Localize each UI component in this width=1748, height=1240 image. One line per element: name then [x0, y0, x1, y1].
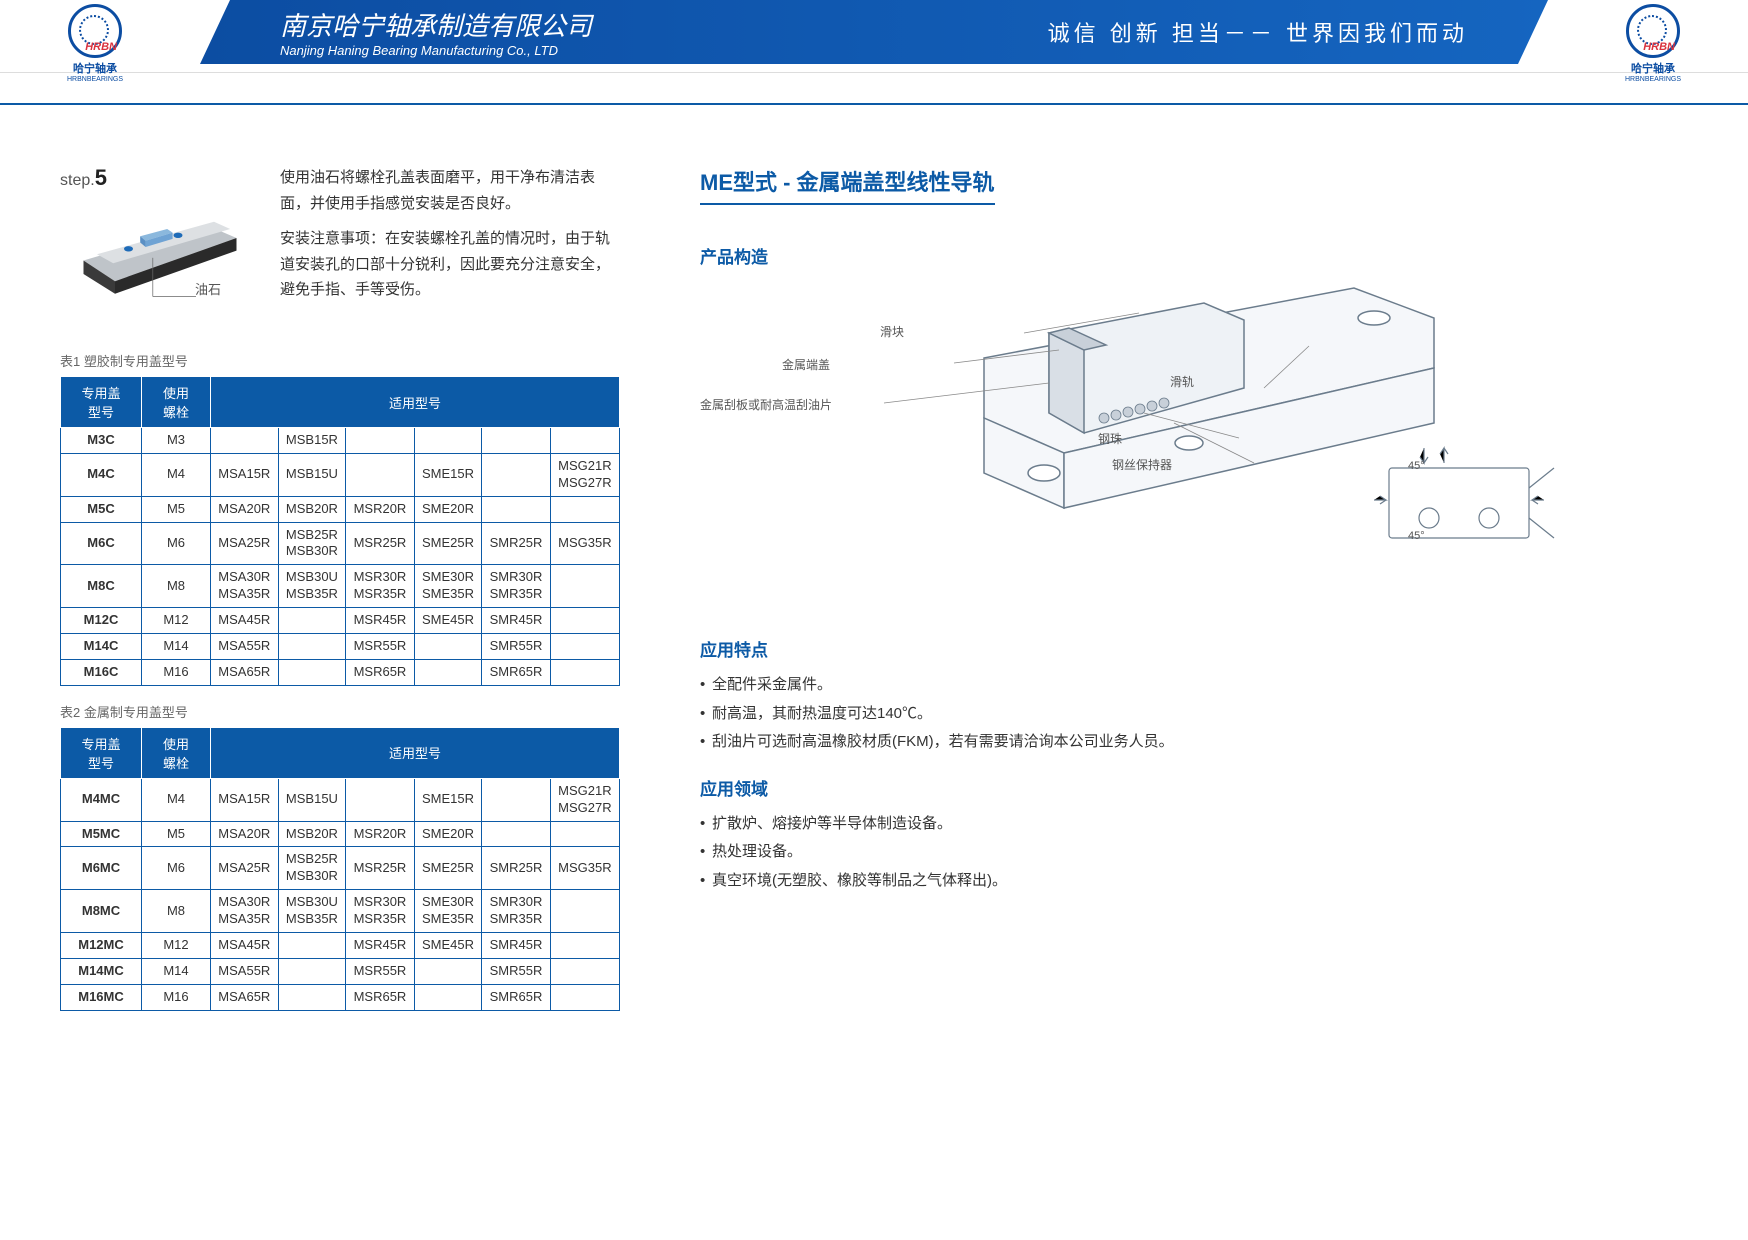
logo-left: HRBN 哈宁轴承HRBNBEARINGS	[40, 4, 150, 83]
table-row: M4MCM4MSA15RMSB15USME15RMSG21R MSG27R	[61, 778, 620, 821]
left-column: step.5 油石 使用油石将螺栓孔盖表面磨平	[60, 165, 620, 1011]
bullet-item: 刮油片可选耐高温橡胶材质(FKM)，若有需要请洽询本公司业务人员。	[700, 728, 1688, 757]
right-column: ME型式 - 金属端盖型线性导轨 产品构造	[700, 165, 1688, 1011]
bullet-item: 耐高温，其耐热温度可达140℃。	[700, 700, 1688, 729]
header-bar: 南京哈宁轴承制造有限公司 Nanjing Haning Bearing Manu…	[200, 0, 1548, 64]
bullet-item: 全配件采金属件。	[700, 671, 1688, 700]
table2: 专用盖 型号 使用 螺栓 适用型号 M4MCM4MSA15RMSB15USME1…	[60, 727, 620, 1011]
table-row: M16MCM16MSA65RMSR65RSMR65R	[61, 984, 620, 1010]
company-name-cn: 南京哈宁轴承制造有限公司	[280, 6, 592, 43]
table-row: M4CM4MSA15RMSB15USME15RMSG21R MSG27R	[61, 453, 620, 496]
step-text: 使用油石将螺栓孔盖表面磨平，用干净布清洁表面，并使用手指感觉安装是否良好。 安装…	[280, 165, 620, 321]
company-name-en: Nanjing Haning Bearing Manufacturing Co.…	[280, 43, 592, 58]
bullet-item: 真空环境(无塑胶、橡胶等制品之气体释出)。	[700, 867, 1688, 896]
table-row: M8MCM8MSA30R MSA35RMSB30U MSB35RMSR30R M…	[61, 890, 620, 933]
table-row: M12MCM12MSA45RMSR45RSME45RSMR45R	[61, 933, 620, 959]
table1: 专用盖 型号 使用 螺栓 适用型号 M3CM3MSB15RM4CM4MSA15R…	[60, 376, 620, 686]
slogan: 诚信 创新 担当－－ 世界因我们而动	[1048, 16, 1468, 48]
table-row: M8CM8MSA30R MSA35RMSB30U MSB35RMSR30R MS…	[61, 565, 620, 608]
logo-right: HRBN 哈宁轴承HRBNBEARINGS	[1598, 4, 1708, 83]
bullet-item: 扩散炉、熔接炉等半导体制造设备。	[700, 810, 1688, 839]
table-row: M6CM6MSA25RMSB25R MSB30RMSR25RSME25RSMR2…	[61, 522, 620, 565]
table-row: M14CM14MSA55RMSR55RSMR55R	[61, 634, 620, 660]
table-row: M12CM12MSA45RMSR45RSME45RSMR45R	[61, 608, 620, 634]
table-row: M6MCM6MSA25RMSB25R MSB30RMSR25RSME25RSMR…	[61, 847, 620, 890]
page-header: HRBN 哈宁轴承HRBNBEARINGS 南京哈宁轴承制造有限公司 Nanji…	[0, 0, 1748, 73]
table-row: M3CM3MSB15R	[61, 428, 620, 454]
table-row: M5CM5MSA20RMSB20RMSR20RSME20R	[61, 496, 620, 522]
sec-apps: 应用领域	[700, 775, 1688, 800]
step-illustration: 油石	[60, 191, 260, 321]
table-row: M16CM16MSA65RMSR65RSMR65R	[61, 659, 620, 685]
step-block: step.5 油石	[60, 165, 260, 321]
product-diagram: 滑块 滑轨 金属端盖 金属刮板或耐高温刮油片 钢珠 钢丝保持器 45° 45°	[700, 278, 1688, 618]
table2-caption: 表2 金属制专用盖型号	[60, 702, 620, 721]
bullet-item: 热处理设备。	[700, 838, 1688, 867]
me-title: ME型式 - 金属端盖型线性导轨	[700, 165, 995, 205]
table-row: M5MCM5MSA20RMSB20RMSR20RSME20R	[61, 821, 620, 847]
sec-structure: 产品构造	[700, 243, 1688, 268]
table1-caption: 表1 塑胶制专用盖型号	[60, 351, 620, 370]
oil-stone-label: 油石	[195, 279, 221, 298]
table-row: M14MCM14MSA55RMSR55RSMR55R	[61, 958, 620, 984]
sec-features: 应用特点	[700, 636, 1688, 661]
